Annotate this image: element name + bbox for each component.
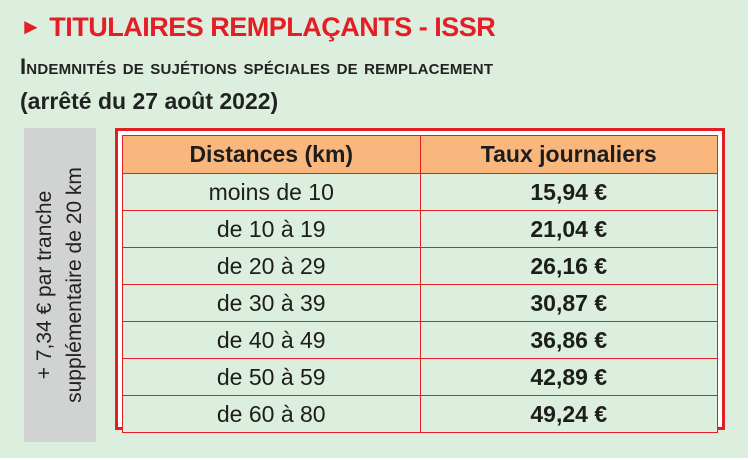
- rate-cell: 42,89 €: [419, 358, 718, 396]
- rates-table-frame: Distances (km) Taux journaliers moins de…: [115, 128, 725, 433]
- table-header-row: Distances (km) Taux journaliers: [122, 135, 718, 174]
- distance-cell: de 40 à 49: [122, 321, 421, 359]
- triangle-arrow-icon: ►: [20, 14, 42, 39]
- table-row: de 30 à 39 30,87 €: [122, 284, 718, 322]
- supplement-note: + 7,34 € par tranche supplémentaire de 2…: [24, 128, 96, 442]
- rate-cell: 49,24 €: [419, 395, 718, 433]
- rate-cell: 26,16 €: [419, 247, 718, 285]
- distance-cell: moins de 10: [122, 173, 421, 211]
- distance-cell: de 60 à 80: [122, 395, 421, 433]
- subtitle: Indemnités de sujétions spéciales de rem…: [20, 54, 494, 79]
- distance-cell: de 30 à 39: [122, 284, 421, 322]
- supplement-line-2: supplémentaire de 20 km: [63, 167, 86, 403]
- supplement-line-1: + 7,34 € par tranche: [33, 190, 56, 380]
- table-row: de 20 à 29 26,16 €: [122, 247, 718, 285]
- distance-cell: de 50 à 59: [122, 358, 421, 396]
- rate-cell: 36,86 €: [419, 321, 718, 359]
- rate-cell: 30,87 €: [419, 284, 718, 322]
- distance-cell: de 20 à 29: [122, 247, 421, 285]
- rate-cell: 21,04 €: [419, 210, 718, 248]
- table-row: de 40 à 49 36,86 €: [122, 321, 718, 359]
- decree-date: (arrêté du 27 août 2022): [20, 88, 279, 114]
- title-text: TITULAIRES REMPLAÇANTS - ISSR: [49, 12, 496, 42]
- table-row: de 60 à 80 49,24 €: [122, 395, 718, 433]
- column-header-rate: Taux journaliers: [419, 135, 718, 174]
- table-row: moins de 10 15,94 €: [122, 173, 718, 211]
- table-row: de 10 à 19 21,04 €: [122, 210, 718, 248]
- rate-cell: 15,94 €: [419, 173, 718, 211]
- distance-cell: de 10 à 19: [122, 210, 421, 248]
- rates-table: Distances (km) Taux journaliers moins de…: [122, 135, 718, 433]
- page-title: ► TITULAIRES REMPLAÇANTS - ISSR: [20, 12, 496, 43]
- column-header-distance: Distances (km): [122, 135, 421, 174]
- table-row: de 50 à 59 42,89 €: [122, 358, 718, 396]
